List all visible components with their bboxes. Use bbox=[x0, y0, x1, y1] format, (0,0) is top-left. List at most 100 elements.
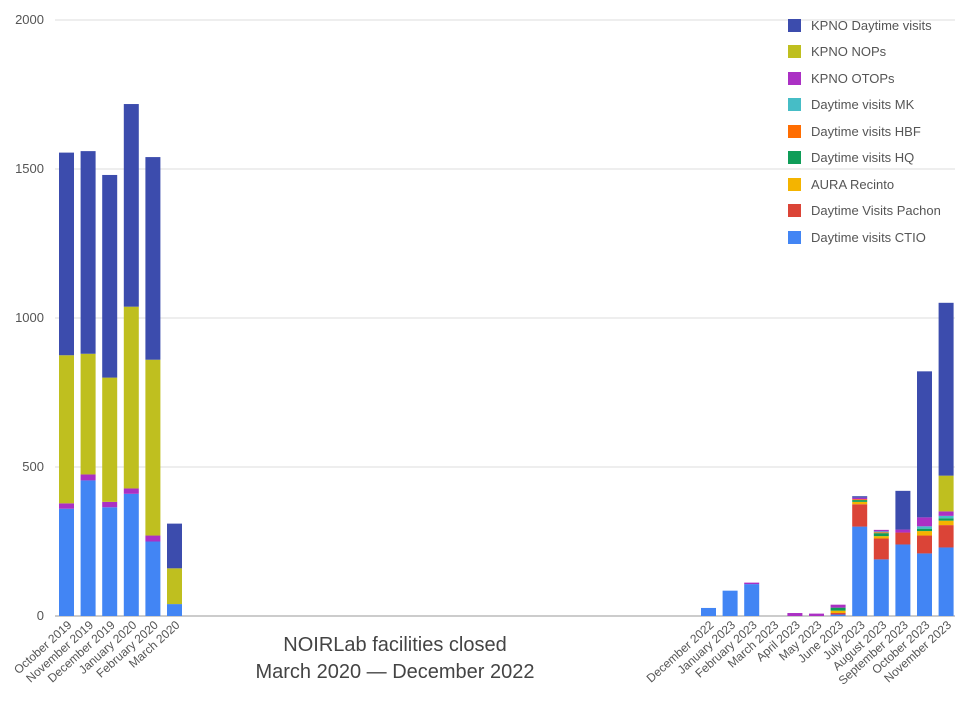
y-tick-label: 1500 bbox=[15, 161, 44, 176]
bar-segment bbox=[852, 496, 868, 498]
bar-segment bbox=[145, 541, 161, 616]
bar-segment bbox=[852, 501, 868, 505]
y-tick-label: 2000 bbox=[15, 12, 44, 27]
bars bbox=[59, 104, 954, 616]
legend-label: Daytime visits HBF bbox=[811, 123, 921, 139]
bar-segment bbox=[873, 559, 889, 616]
bar-segment bbox=[830, 610, 846, 614]
bar-segment bbox=[938, 302, 954, 476]
legend-swatch bbox=[788, 45, 801, 59]
legend-label: AURA Recinto bbox=[811, 176, 895, 192]
bar-segment bbox=[830, 607, 846, 611]
bar-segment bbox=[722, 590, 738, 616]
bar-segment bbox=[102, 174, 118, 378]
bar-segment bbox=[59, 152, 74, 356]
bar-segment bbox=[852, 526, 868, 616]
bar-segment bbox=[145, 157, 161, 360]
bar-segment bbox=[167, 568, 182, 605]
bar-segment bbox=[123, 104, 139, 307]
legend-label: KPNO Daytime visits bbox=[811, 17, 932, 33]
bar-segment bbox=[895, 532, 911, 545]
legend-item: KPNO NOPs bbox=[788, 39, 941, 66]
legend-item: Daytime visits MK bbox=[788, 92, 941, 119]
bar-segment bbox=[938, 515, 954, 519]
bar-segment bbox=[102, 507, 118, 616]
bar-segment bbox=[701, 607, 716, 616]
bar-segment bbox=[895, 529, 911, 533]
bar-segment bbox=[852, 500, 868, 502]
bar-segment bbox=[917, 526, 932, 529]
y-axis-ticks: 0 500 1000 1500 2000 bbox=[15, 12, 44, 623]
bar-segment bbox=[938, 511, 954, 516]
chart-legend: KPNO Daytime visits KPNO NOPs KPNO OTOPs Da… bbox=[788, 12, 941, 251]
legend-swatch bbox=[788, 230, 801, 244]
bar-segment bbox=[80, 480, 96, 616]
bar-segment bbox=[938, 475, 954, 512]
bar-segment bbox=[873, 538, 889, 560]
bar-segment bbox=[917, 528, 932, 532]
legend-swatch bbox=[788, 177, 801, 191]
legend-item: Daytime Visits Pachon bbox=[788, 198, 941, 225]
bar-segment bbox=[830, 613, 846, 615]
bar-segment bbox=[917, 371, 932, 518]
y-tick-label: 0 bbox=[37, 608, 44, 623]
closure-annotation: NOIRLab facilities closed March 2020 — D… bbox=[220, 632, 570, 686]
bar-segment bbox=[917, 535, 932, 554]
legend-label: Daytime visits MK bbox=[811, 97, 915, 113]
bar-segment bbox=[895, 544, 911, 616]
bar-segment bbox=[80, 151, 96, 354]
legend-swatch bbox=[788, 71, 801, 85]
bar-segment bbox=[744, 582, 760, 585]
bar-segment bbox=[917, 553, 932, 616]
bar-segment bbox=[123, 493, 139, 616]
legend-swatch bbox=[788, 18, 801, 32]
bar-segment bbox=[123, 488, 139, 494]
y-tick-label: 500 bbox=[22, 459, 44, 474]
bar-segment bbox=[917, 531, 932, 536]
bar-segment bbox=[830, 614, 846, 616]
bar-segment bbox=[917, 517, 932, 527]
bar-segment bbox=[59, 355, 74, 504]
legend-swatch bbox=[788, 124, 801, 138]
bar-segment bbox=[59, 508, 74, 616]
bar-segment bbox=[873, 533, 889, 537]
legend-swatch bbox=[788, 151, 801, 165]
bar-segment bbox=[873, 529, 889, 532]
bar-segment bbox=[873, 531, 889, 533]
legend-item: Daytime visits HBF bbox=[788, 118, 941, 145]
bar-segment bbox=[102, 377, 118, 502]
bar-segment bbox=[830, 604, 846, 608]
bar-segment bbox=[873, 536, 889, 539]
bar-segment bbox=[938, 520, 954, 526]
bar-segment bbox=[852, 504, 868, 527]
legend-label: Daytime visits CTIO bbox=[811, 229, 926, 245]
legend-swatch bbox=[788, 98, 801, 112]
y-tick-label: 1000 bbox=[15, 310, 44, 325]
gridlines bbox=[55, 19, 955, 617]
legend-item: KPNO OTOPs bbox=[788, 65, 941, 92]
bar-segment bbox=[938, 525, 954, 548]
bar-segment bbox=[145, 535, 161, 542]
bar-segment bbox=[744, 584, 760, 616]
bar-segment bbox=[102, 501, 118, 508]
bar-segment bbox=[167, 523, 182, 569]
legend-label: Daytime visits HQ bbox=[811, 150, 915, 166]
bar-segment bbox=[59, 503, 74, 509]
annotation-line-2: March 2020 — December 2022 bbox=[255, 661, 535, 683]
legend-item: Daytime visits CTIO bbox=[788, 224, 941, 251]
legend-label: KPNO NOPs bbox=[811, 44, 887, 60]
annotation-line-1: NOIRLab facilities closed bbox=[283, 634, 507, 656]
bar-segment bbox=[938, 547, 954, 616]
bar-segment bbox=[938, 518, 954, 521]
legend-item: Daytime visits HQ bbox=[788, 145, 941, 172]
bar-segment bbox=[873, 532, 889, 534]
legend-swatch bbox=[788, 204, 801, 218]
bar-segment bbox=[895, 490, 911, 530]
bar-segment bbox=[787, 613, 803, 616]
bar-segment bbox=[123, 306, 139, 489]
bar-segment bbox=[167, 604, 182, 616]
legend-label: KPNO OTOPs bbox=[811, 70, 895, 86]
bar-segment bbox=[145, 359, 161, 536]
legend-label: Daytime Visits Pachon bbox=[811, 203, 941, 219]
